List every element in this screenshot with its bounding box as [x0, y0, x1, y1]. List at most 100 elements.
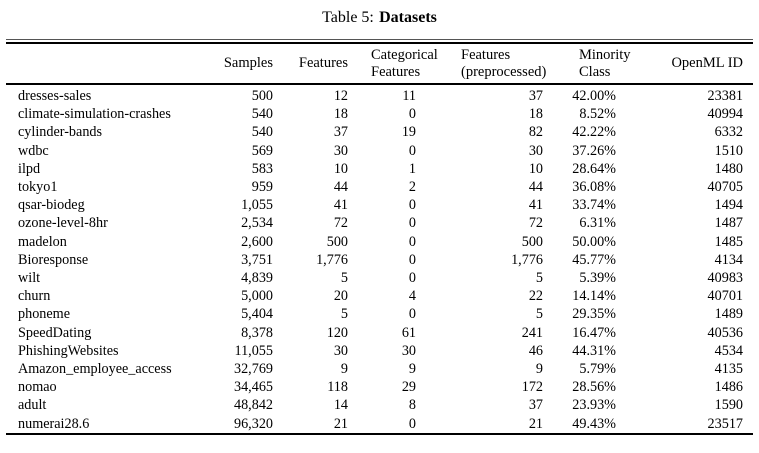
cell-openml-id: 1487: [714, 215, 743, 232]
cell-features: 5: [340, 270, 348, 287]
cell-openml-id: 1494: [714, 197, 743, 214]
cell-features-preprocessed: 5: [535, 306, 543, 323]
cell-features: 10: [333, 160, 348, 177]
cell-minority-class: 8.52%: [579, 106, 616, 123]
datasets-table: Samples Features Categorical Features Fe…: [6, 44, 753, 435]
cell-features: 41: [333, 197, 348, 214]
cell-features: 14: [333, 397, 348, 414]
cell-openml-id: 1485: [714, 233, 743, 250]
cell-categorical-features: 2: [408, 179, 416, 196]
cell-features-preprocessed: 172: [521, 379, 543, 396]
cell-features: 37: [333, 124, 348, 141]
cell-features-preprocessed: 46: [528, 342, 543, 359]
cell-openml-id: 4134: [714, 251, 743, 268]
cell-minority-class: 44.31%: [572, 342, 616, 359]
cell-minority-class: 28.64%: [572, 160, 616, 177]
header-line: Samples: [223, 55, 273, 71]
cell-features: 18: [333, 106, 348, 123]
table-row: wdbc 569 30 0 30 37.26% 1510: [6, 142, 753, 160]
cell-features: 500: [326, 233, 348, 250]
table-row: numerai28.6 96,320 21 0 21 49.43% 23517: [6, 415, 753, 434]
cell-samples: 540: [251, 124, 273, 141]
cell-openml-id: 1480: [714, 160, 743, 177]
cell-features: 9: [340, 361, 348, 378]
cell-categorical-features: 0: [408, 106, 416, 123]
header-line: Categorical: [371, 46, 438, 63]
cell-categorical-features: 0: [408, 142, 416, 159]
cell-features: 30: [333, 142, 348, 159]
cell-minority-class: 42.00%: [572, 88, 616, 104]
cell-features-preprocessed: 500: [521, 233, 543, 250]
col-header-minority-class: Minority Class: [571, 44, 651, 85]
cell-features-preprocessed: 44: [528, 179, 543, 196]
table-row: Amazon_employee_access 32,769 9 9 9 5.79…: [6, 360, 753, 378]
cell-dataset-name: tokyo1: [18, 179, 58, 196]
table-row: ozone-level-8hr 2,534 72 0 72 6.31% 1487: [6, 214, 753, 232]
cell-features: 20: [333, 288, 348, 305]
cell-openml-id: 1590: [714, 397, 743, 414]
cell-minority-class: 37.26%: [572, 142, 616, 159]
table-row: nomao 34,465 118 29 172 28.56% 1486: [6, 378, 753, 396]
cell-openml-id: 4534: [714, 342, 743, 359]
cell-categorical-features: 1: [408, 160, 416, 177]
cell-categorical-features: 30: [401, 342, 416, 359]
cell-minority-class: 29.35%: [572, 306, 616, 323]
cell-samples: 34,465: [233, 379, 273, 396]
cell-samples: 2,534: [241, 215, 273, 232]
cell-features: 12: [333, 88, 348, 104]
cell-samples: 4,839: [241, 270, 273, 287]
cell-features-preprocessed: 10: [528, 160, 543, 177]
table-row: Bioresponse 3,751 1,776 0 1,776 45.77% 4…: [6, 251, 753, 269]
cell-openml-id: 40994: [707, 106, 743, 123]
cell-dataset-name: wilt: [18, 270, 41, 287]
cell-samples: 2,600: [241, 233, 273, 250]
cell-openml-id: 4135: [714, 361, 743, 378]
table-row: madelon 2,600 500 0 500 50.00% 1485: [6, 233, 753, 251]
cell-minority-class: 45.77%: [572, 251, 616, 268]
cell-minority-class: 28.56%: [572, 379, 616, 396]
header-line: Class: [579, 63, 611, 80]
cell-features-preprocessed: 37: [528, 88, 543, 104]
cell-features-preprocessed: 9: [535, 361, 543, 378]
cell-minority-class: 42.22%: [572, 124, 616, 141]
cell-samples: 48,842: [233, 397, 273, 414]
cell-features: 72: [333, 215, 348, 232]
cell-features-preprocessed: 37: [528, 397, 543, 414]
cell-features: 21: [333, 415, 348, 432]
cell-dataset-name: nomao: [18, 379, 57, 396]
cell-features-preprocessed: 1,776: [511, 251, 543, 268]
cell-categorical-features: 0: [408, 270, 416, 287]
cell-minority-class: 50.00%: [572, 233, 616, 250]
cell-features-preprocessed: 241: [521, 324, 543, 341]
table-row: cylinder-bands 540 37 19 82 42.22% 6332: [6, 123, 753, 141]
cell-categorical-features: 0: [408, 415, 416, 432]
cell-features: 120: [326, 324, 348, 341]
table-row: dresses-sales 500 12 11 37 42.00% 23381: [6, 84, 753, 105]
table-row: wilt 4,839 5 0 5 5.39% 40983: [6, 269, 753, 287]
cell-dataset-name: Bioresponse: [18, 251, 89, 268]
cell-categorical-features: 4: [408, 288, 416, 305]
table-row: phoneme 5,404 5 0 5 29.35% 1489: [6, 305, 753, 323]
cell-minority-class: 16.47%: [572, 324, 616, 341]
cell-samples: 959: [251, 179, 273, 196]
cell-minority-class: 33.74%: [572, 197, 616, 214]
cell-features: 30: [333, 342, 348, 359]
cell-minority-class: 6.31%: [579, 215, 616, 232]
cell-categorical-features: 8: [408, 397, 416, 414]
cell-samples: 11,055: [234, 342, 274, 359]
cell-features-preprocessed: 41: [528, 197, 543, 214]
col-header-openml-id: OpenML ID: [651, 44, 753, 85]
table-row: adult 48,842 14 8 37 23.93% 1590: [6, 396, 753, 414]
cell-dataset-name: adult: [18, 397, 47, 414]
cell-features-preprocessed: 18: [528, 106, 543, 123]
table-row: tokyo1 959 44 2 44 36.08% 40705: [6, 178, 753, 196]
cell-categorical-features: 0: [408, 197, 416, 214]
cell-minority-class: 14.14%: [572, 288, 616, 305]
cell-samples: 5,404: [241, 306, 273, 323]
cell-samples: 3,751: [241, 251, 273, 268]
col-header-dataset-name: [6, 44, 203, 85]
cell-openml-id: 40705: [707, 179, 743, 196]
cell-categorical-features: 0: [408, 215, 416, 232]
cell-dataset-name: churn: [18, 288, 51, 305]
cell-openml-id: 1510: [714, 142, 743, 159]
